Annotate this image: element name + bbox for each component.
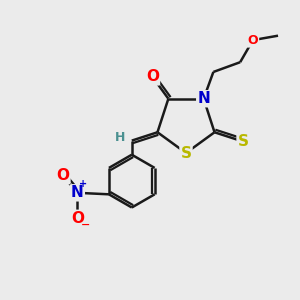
- Text: O: O: [71, 211, 84, 226]
- Text: O: O: [56, 168, 70, 183]
- Text: S: S: [181, 146, 191, 160]
- Text: +: +: [79, 179, 87, 189]
- Text: S: S: [238, 134, 249, 149]
- Text: O: O: [248, 34, 258, 46]
- Text: O: O: [146, 69, 159, 84]
- Text: −: −: [81, 220, 91, 230]
- Text: N: N: [71, 185, 84, 200]
- Text: N: N: [197, 91, 210, 106]
- Text: H: H: [115, 130, 126, 143]
